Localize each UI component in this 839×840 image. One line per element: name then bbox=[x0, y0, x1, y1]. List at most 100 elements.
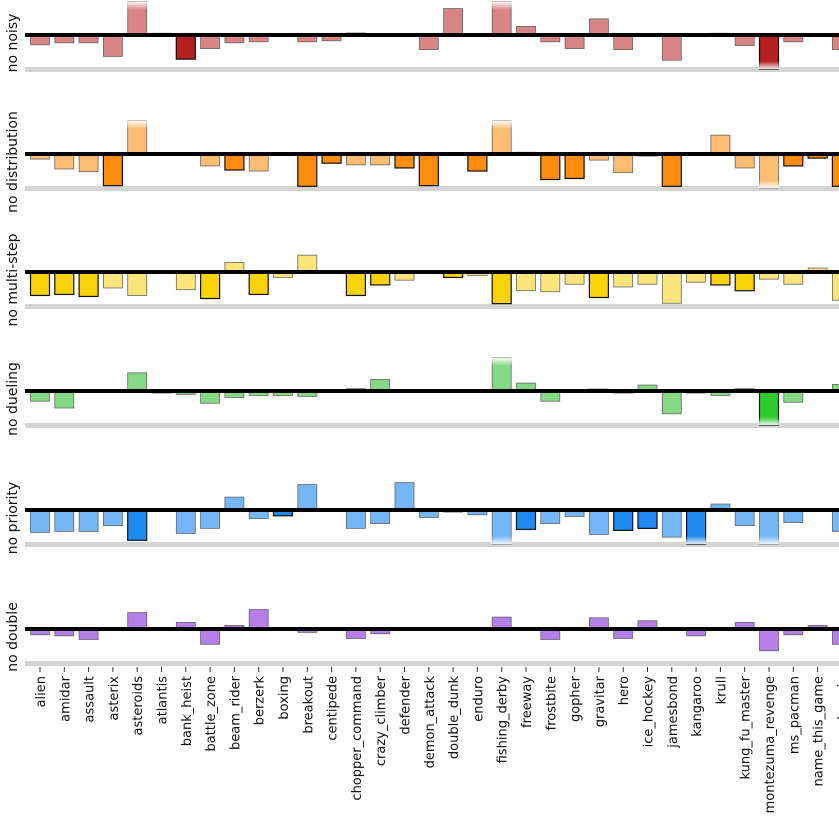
bar-assault bbox=[78, 271, 99, 298]
x-tick-label: freeway bbox=[520, 676, 535, 728]
bar-phoenix bbox=[832, 271, 839, 301]
baseline-minus-one bbox=[25, 304, 839, 309]
bar-clip-fade bbox=[758, 61, 780, 69]
bar-clip-fade bbox=[758, 417, 780, 425]
bar-hero bbox=[613, 509, 634, 531]
baseline-minus-one bbox=[25, 661, 839, 666]
bar-crazy_climber bbox=[370, 509, 391, 525]
x-tick-label: kung_fu_master bbox=[739, 675, 754, 779]
bar-asteroids bbox=[127, 372, 148, 392]
x-tick-label: bank_heist bbox=[180, 676, 195, 746]
bar-breakout bbox=[297, 484, 318, 511]
bar-alien bbox=[30, 509, 50, 533]
x-tick-label: demon_attack bbox=[423, 676, 438, 769]
bar-chopper_command bbox=[345, 271, 366, 297]
zero-line bbox=[25, 33, 839, 37]
bar-clip-fade bbox=[758, 180, 780, 188]
bar-battle_zone bbox=[200, 271, 221, 300]
x-tick-label: berzerk bbox=[253, 676, 268, 726]
x-tick-label: breakout bbox=[301, 676, 316, 734]
bar-clip-fade bbox=[126, 2, 148, 10]
bar-gopher bbox=[564, 153, 585, 180]
bar-breakout bbox=[297, 254, 318, 273]
bar-asteroids bbox=[127, 509, 148, 541]
bar-phoenix bbox=[832, 383, 839, 392]
bar-asterix bbox=[102, 153, 124, 187]
x-tick-label: ice_hockey bbox=[642, 676, 657, 748]
bar-montezuma_revenge bbox=[759, 628, 779, 652]
bar-freeway bbox=[515, 509, 537, 530]
bar-bank_heist bbox=[175, 34, 196, 60]
zero-line bbox=[25, 152, 839, 156]
panel-no-double: no double bbox=[5, 602, 839, 672]
bar-beam_rider bbox=[224, 153, 245, 171]
bar-clip-fade bbox=[491, 121, 513, 129]
bar-clip-fade bbox=[491, 536, 513, 544]
bar-bank_heist bbox=[175, 271, 196, 291]
y-axis-label: no double bbox=[5, 602, 21, 672]
bar-clip-fade bbox=[758, 536, 780, 544]
bar-hero bbox=[613, 153, 634, 174]
x-tick-label: assault bbox=[83, 676, 98, 722]
bar-battle_zone bbox=[200, 628, 221, 645]
bar-gravitar bbox=[588, 271, 610, 299]
bar-gravitar bbox=[589, 509, 609, 535]
bar-hero bbox=[613, 271, 634, 288]
y-axis-label: no dueling bbox=[5, 362, 21, 436]
bar-frostbite bbox=[540, 153, 561, 181]
bar-amidar bbox=[54, 153, 75, 170]
bar-asteroids bbox=[127, 271, 148, 296]
bar-jamesbond bbox=[661, 390, 682, 415]
bar-berzerk bbox=[248, 271, 269, 296]
x-tick-label: amidar bbox=[58, 675, 73, 721]
bar-battle_zone bbox=[200, 509, 221, 529]
x-tick-label: hero bbox=[617, 676, 632, 705]
bar-clip-fade bbox=[685, 536, 707, 544]
bar-kung_fu_master bbox=[734, 153, 755, 169]
x-tick-label: frostbite bbox=[544, 676, 559, 730]
zero-line bbox=[25, 627, 839, 631]
bar-asterix bbox=[103, 34, 123, 57]
x-tick-label: battle_zone bbox=[204, 676, 219, 752]
bar-double_dunk bbox=[443, 8, 464, 36]
bar-kung_fu_master bbox=[734, 509, 755, 527]
bar-frostbite bbox=[540, 509, 561, 525]
panel-no-noisy: no noisy bbox=[5, 1, 839, 72]
x-tick-label: chopper_command bbox=[350, 676, 365, 801]
x-tick-label: krull bbox=[714, 676, 729, 704]
x-tick-label: beam_rider bbox=[228, 675, 243, 750]
y-axis-label: no priority bbox=[5, 482, 21, 554]
bar-fishing_derby bbox=[491, 271, 512, 305]
x-tick-label: centipede bbox=[326, 676, 341, 741]
bar-defender bbox=[394, 153, 415, 169]
y-axis-label: no distribution bbox=[5, 111, 21, 213]
x-tick-label: asteroids bbox=[131, 676, 146, 736]
bar-gravitar bbox=[589, 18, 609, 36]
bar-amidar bbox=[54, 271, 75, 296]
x-tick-label: fishing_derby bbox=[496, 676, 511, 764]
bar-jamesbond bbox=[661, 34, 682, 61]
bar-jamesbond bbox=[661, 271, 682, 304]
bar-enduro bbox=[467, 153, 488, 172]
x-tick-label: alien bbox=[34, 676, 49, 707]
bar-phoenix bbox=[832, 628, 839, 645]
panel-no-multi-step: no multi-step bbox=[5, 233, 839, 327]
bar-asterix bbox=[103, 509, 123, 527]
bar-chopper_command bbox=[345, 509, 366, 529]
bar-demon_attack bbox=[418, 153, 439, 187]
bar-assault bbox=[78, 153, 99, 173]
bar-bank_heist bbox=[175, 509, 196, 534]
bar-phoenix bbox=[831, 153, 839, 187]
bar-clip-fade bbox=[491, 358, 513, 366]
x-tick-label: name_this_game bbox=[812, 676, 827, 786]
x-tick-label: defender bbox=[399, 675, 414, 734]
x-tick-label: boxing bbox=[277, 676, 292, 720]
bar-jamesbond bbox=[661, 509, 682, 538]
bar-berzerk bbox=[248, 609, 269, 630]
bar-frostbite bbox=[540, 271, 561, 293]
x-tick-label: phoenix bbox=[836, 676, 839, 728]
bar-ice_hockey bbox=[637, 509, 658, 529]
bar-breakout bbox=[297, 153, 318, 187]
bar-freeway bbox=[516, 271, 536, 292]
bar-kung_fu_master bbox=[734, 271, 755, 292]
